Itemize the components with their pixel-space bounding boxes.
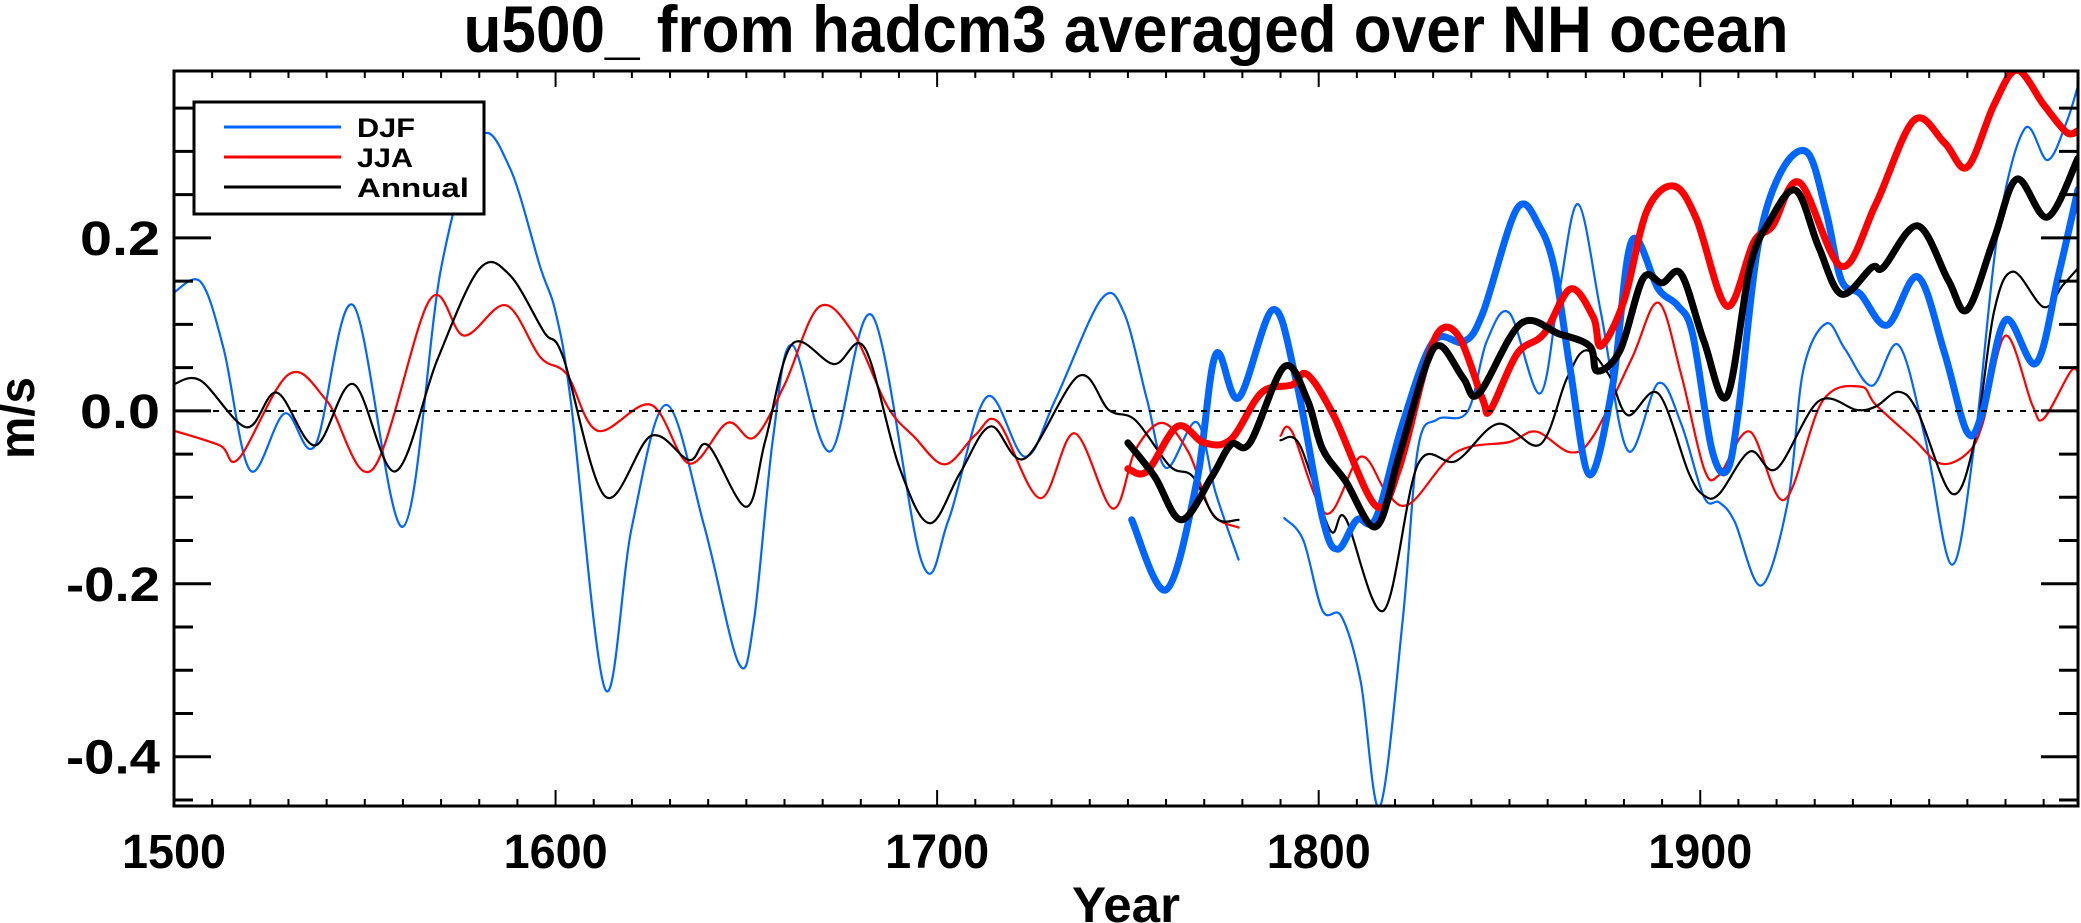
plot-frame [172, 69, 2080, 808]
x-tick-label: 1700 [885, 826, 989, 879]
series-line-annual-thick-seg0 [1124, 154, 2078, 531]
legend-label-djf: DJF [357, 113, 415, 143]
y-tick-label: 0.2 [80, 213, 160, 266]
y-tick-label: -0.4 [66, 732, 160, 785]
series-line-annual-thin-seg1 [1279, 267, 2078, 612]
x-tick-label: 1800 [1267, 826, 1371, 879]
legend-label-annual: Annual [357, 173, 469, 203]
chart-title: u500_ from hadcm3 averaged over NH ocean [464, 0, 1789, 66]
x-tick-label: 1900 [1648, 826, 1752, 879]
axis-ticks [173, 71, 2078, 806]
series-line-jja-thin-seg0 [174, 294, 1240, 529]
series-line-djf-thin-seg0 [174, 131, 1240, 693]
y-tick-labels: -0.4 -0.2 0.0 0.2 [66, 213, 160, 785]
legend: DJF JJA Annual [192, 100, 486, 216]
x-tick-label: 1600 [504, 826, 608, 879]
x-tick-label: 1500 [122, 826, 226, 879]
plot-lines [174, 71, 2078, 806]
series-line-jja-thick-seg0 [1124, 71, 2078, 512]
series-line-djf-thin-seg1 [1283, 84, 2078, 806]
legend-label-jja: JJA [357, 143, 413, 173]
x-axis-label: Year [1072, 877, 1180, 923]
y-axis-label: m/s [0, 377, 45, 459]
series-line-annual-thin-seg0 [174, 260, 1240, 525]
y-tick-label: -0.2 [66, 559, 160, 612]
y-tick-label: 0.0 [80, 386, 160, 439]
x-tick-labels: 1500 1600 1700 1800 1900 [122, 826, 1752, 879]
